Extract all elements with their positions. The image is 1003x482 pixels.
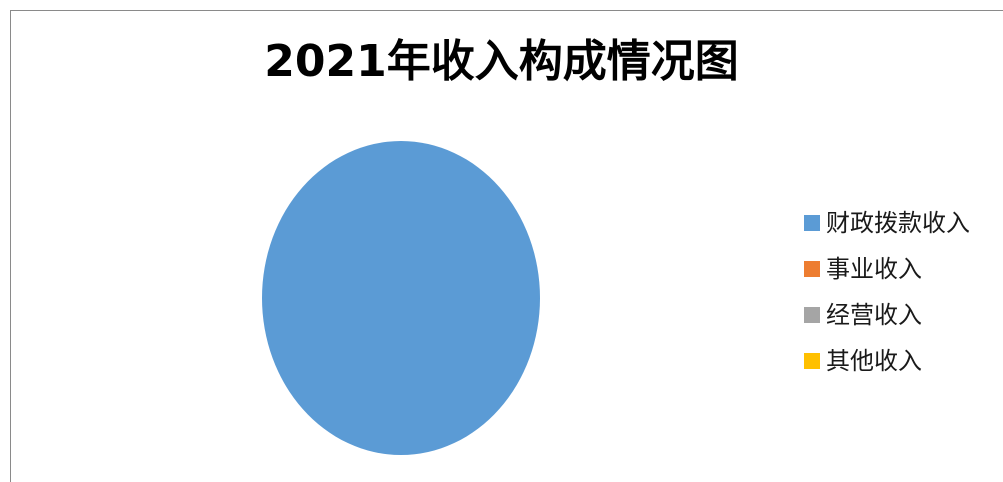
legend-label: 事业收入 (826, 255, 922, 283)
legend-swatch (804, 353, 820, 369)
legend-item: 财政拨款收入 (804, 200, 970, 246)
chart-legend: 财政拨款收入 事业收入经营收入其他收入 (804, 200, 970, 384)
legend-label: 其他收入 (826, 347, 922, 375)
pie-slice-1 (262, 141, 540, 455)
legend-swatch (804, 307, 820, 323)
legend-item: 事业收入 (804, 246, 970, 292)
legend-label: 财政拨款收入 (826, 209, 970, 237)
legend-swatch (804, 261, 820, 277)
legend-item: 其他收入 (804, 338, 970, 384)
legend-item: 经营收入 (804, 292, 970, 338)
chart-title: 2021年收入构成情况图 (264, 36, 739, 87)
legend-swatch (804, 215, 820, 231)
legend-label: 经营收入 (826, 301, 922, 329)
